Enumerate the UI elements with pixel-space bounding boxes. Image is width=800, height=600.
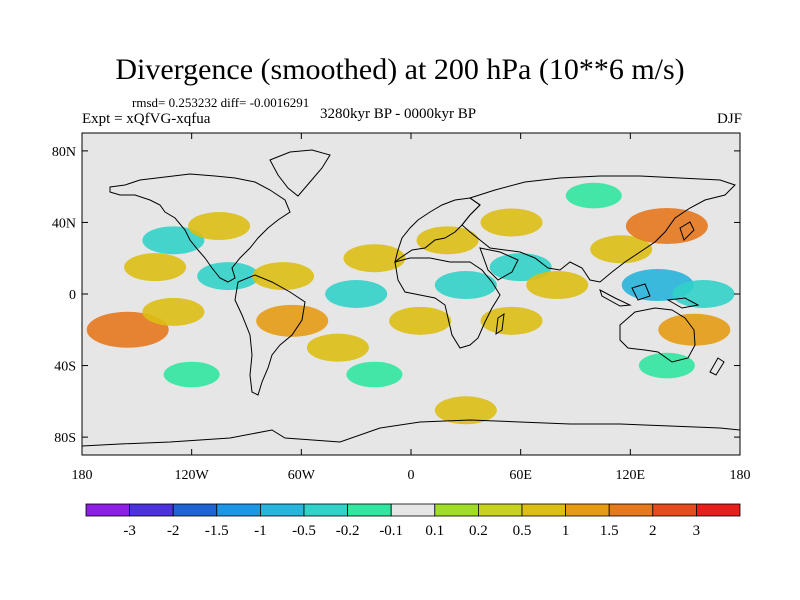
colorbar-swatch-3: [216, 503, 261, 517]
coastline-sumatra: [599, 288, 632, 307]
map-axes: 180 120W 60W 0 60E 120E 180 80N 40N 0 40S 80S: [52, 133, 751, 483]
anomaly-region-16: [526, 271, 589, 300]
colorbar-label: -0.5: [292, 523, 316, 539]
period-label: 3280kyr BP - 0000kyr BP: [320, 106, 477, 122]
anomaly-region-9: [325, 280, 388, 308]
colorbar-swatch-1: [129, 503, 174, 517]
coastline-layer: [82, 149, 740, 447]
anomaly-region-2: [124, 253, 187, 282]
coastline-new-guinea: [666, 297, 700, 309]
colorbar-label: -3: [123, 523, 136, 539]
coastline-australia: [619, 307, 696, 363]
colorbar: -3 -2 -1.5 -1 -0.5 -0.2 -0.1 0.1 0.2 0.5 1 1.5 2 3: [85, 503, 741, 539]
stats-label: rmsd= 0.253232 diff= -0.0016291: [132, 95, 310, 110]
colorbar-swatch-10: [521, 503, 566, 517]
colorbar-swatch-2: [172, 503, 218, 517]
colorbar-swatch-4: [259, 503, 305, 517]
anomaly-region-22: [638, 352, 695, 379]
season-label: DJF: [716, 111, 742, 127]
anomaly-region-17: [590, 235, 653, 264]
anomaly-region-24: [346, 361, 403, 388]
colorbar-label: -2: [167, 523, 180, 539]
x-tick-label: 120E: [616, 468, 646, 483]
anomaly-region-18: [625, 208, 708, 245]
coastline-asia: [461, 175, 736, 283]
anomaly-region-12: [416, 226, 479, 255]
anomaly-region-5: [197, 262, 260, 291]
anomaly-region-23: [163, 361, 220, 388]
coastline-arabia: [479, 247, 519, 281]
colorbar-label: 1: [562, 523, 570, 539]
anomaly-field-layer: [86, 182, 735, 425]
colorbar-swatch-11: [565, 503, 610, 517]
experiment-label: Expt = xQfVG-xqfua: [82, 111, 211, 127]
anomaly-region-7: [256, 304, 329, 337]
coastline-africa: [394, 257, 501, 349]
map-title: Divergence (smoothed) at 200 hPa (10**6 …: [115, 53, 685, 86]
colorbar-swatch-14: [696, 503, 741, 517]
anomaly-region-4: [188, 212, 251, 241]
anomaly-region-8: [306, 333, 369, 362]
colorbar-swatch-6: [347, 503, 392, 517]
colorbar-label: 0.2: [469, 523, 488, 539]
colorbar-swatch-12: [608, 503, 654, 517]
anomaly-region-11: [389, 306, 452, 335]
anomaly-region-1: [142, 297, 205, 326]
coastline-north-america: [109, 173, 291, 283]
y-tick-label: 40S: [54, 360, 76, 375]
coastline-new-zealand: [709, 357, 725, 376]
x-tick-label: 60W: [288, 468, 316, 483]
colorbar-swatch-7: [390, 503, 436, 517]
colorbar-label: 1.5: [600, 523, 619, 539]
anomaly-region-10: [343, 244, 406, 273]
colorbar-swatch-8: [434, 503, 479, 517]
coastline-south-america: [234, 274, 306, 396]
colorbar-label: 2: [649, 523, 657, 539]
x-tick-label: 0: [408, 468, 415, 483]
colorbar-label: -1: [254, 523, 267, 539]
colorbar-label: -0.1: [379, 523, 403, 539]
anomaly-region-27: [565, 182, 622, 209]
coastline-antarctica: [82, 419, 740, 447]
colorbar-label: 0.5: [513, 523, 532, 539]
colorbar-swatch-5: [303, 503, 348, 517]
colorbar-swatch-0: [85, 503, 130, 517]
anomaly-region-25: [434, 396, 497, 425]
x-tick-label: 180: [72, 468, 93, 483]
anomaly-region-0: [86, 311, 169, 348]
colorbar-swatch-13: [652, 503, 697, 517]
coastline-japan: [679, 221, 695, 241]
coastline-madagascar: [495, 312, 505, 336]
y-tick-label: 40N: [52, 216, 76, 231]
anomaly-region-20: [672, 280, 735, 308]
x-tick-label: 180: [730, 468, 751, 483]
anomaly-region-13: [434, 271, 497, 300]
anomaly-region-14: [480, 306, 543, 335]
coastline-greenland: [269, 149, 331, 197]
y-tick-label: 80S: [54, 431, 76, 446]
colorbar-label: -0.2: [336, 523, 360, 539]
anomaly-region-6: [252, 262, 315, 291]
y-tick-label: 80N: [52, 145, 76, 160]
colorbar-swatch-9: [477, 503, 523, 517]
anomaly-region-26: [480, 208, 543, 237]
colorbar-label: 3: [693, 523, 701, 539]
anomaly-region-3: [142, 226, 205, 255]
y-tick-label: 0: [69, 288, 76, 303]
colorbar-label: -1.5: [205, 523, 229, 539]
colorbar-label: 0.1: [425, 523, 444, 539]
x-tick-label: 60E: [509, 468, 532, 483]
anomaly-region-15: [489, 253, 552, 282]
x-tick-label: 120W: [175, 468, 210, 483]
coastline-borneo: [631, 283, 651, 301]
